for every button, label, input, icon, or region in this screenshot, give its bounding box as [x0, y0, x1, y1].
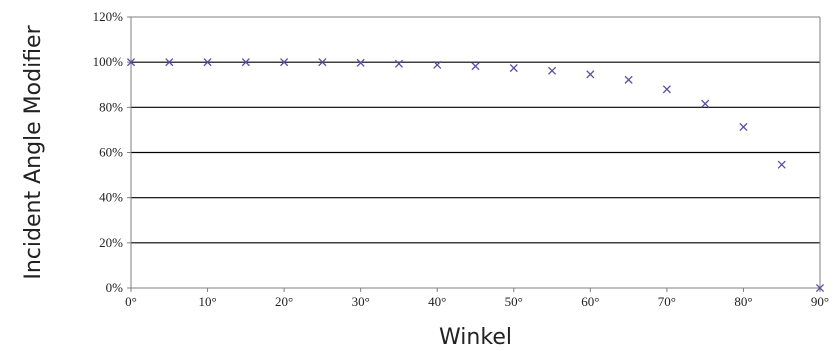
- data-point-stroke: [547, 66, 557, 75]
- data-point: [624, 75, 633, 84]
- data-point: [394, 59, 404, 68]
- data-point-stroke: [662, 85, 671, 94]
- data-point-stroke: [280, 58, 289, 67]
- data-point: [471, 62, 480, 71]
- data-point: [203, 58, 212, 67]
- y-tick-label: 80%: [99, 99, 123, 114]
- data-point-stroke: [318, 58, 327, 67]
- x-tick-label: 30°: [352, 294, 370, 309]
- x-tick-label: 10°: [198, 294, 216, 309]
- data-point-stroke: [394, 59, 404, 68]
- x-tick-label: 0°: [125, 294, 137, 309]
- x-tick-label: 60°: [581, 294, 599, 309]
- data-point-stroke: [356, 58, 365, 67]
- tick-labels: 0% 20% 40% 60% 80% 100% 120% 0° 10° 20° 30° 40° 50° 6…: [93, 9, 829, 309]
- y-tick-label: 60%: [99, 145, 123, 160]
- axes: [127, 16, 821, 292]
- data-point-stroke: [586, 70, 595, 79]
- x-tick-label: 20°: [275, 294, 293, 309]
- x-tick-label: 40°: [428, 294, 446, 309]
- y-tick-label: 0%: [106, 280, 124, 295]
- data-point-stroke: [165, 58, 174, 67]
- data-point: [662, 85, 671, 94]
- data-point-stroke: [739, 122, 748, 132]
- data-point-stroke: [509, 63, 518, 73]
- data-point-stroke: [433, 60, 442, 69]
- y-tick-label: 20%: [99, 235, 123, 250]
- x-tick-label: 50°: [505, 294, 523, 309]
- data-point: [318, 58, 327, 67]
- x-tick-label: 90°: [811, 294, 829, 309]
- data-point-stroke: [624, 75, 633, 84]
- data-point-stroke: [701, 99, 710, 108]
- gridlines: [131, 16, 820, 244]
- y-tick-label: 100%: [93, 54, 124, 69]
- data-point: [126, 58, 136, 67]
- data-points: [126, 58, 825, 293]
- data-point: [280, 58, 289, 67]
- data-point: [547, 66, 557, 75]
- data-point: [586, 70, 595, 79]
- data-point-stroke: [126, 58, 136, 67]
- data-point: [356, 58, 365, 67]
- data-point: [433, 60, 442, 69]
- x-tick-label: 70°: [658, 294, 676, 309]
- data-point-stroke: [471, 62, 480, 71]
- data-point: [701, 99, 710, 108]
- data-point: [739, 122, 748, 132]
- data-point: [509, 63, 518, 73]
- data-point-stroke: [815, 283, 825, 293]
- data-point-stroke: [241, 58, 250, 67]
- data-point: [777, 160, 786, 169]
- data-point-stroke: [203, 58, 212, 67]
- x-axis-title: Winkel: [439, 325, 512, 350]
- data-point: [241, 58, 250, 67]
- data-point-stroke: [777, 160, 786, 169]
- y-tick-label: 120%: [93, 9, 124, 24]
- y-tick-label: 40%: [99, 190, 123, 205]
- y-axis-title: Incident Angle Modifier: [21, 24, 46, 279]
- data-point: [165, 58, 174, 67]
- x-tick-label: 80°: [734, 294, 752, 309]
- data-point: [815, 283, 825, 293]
